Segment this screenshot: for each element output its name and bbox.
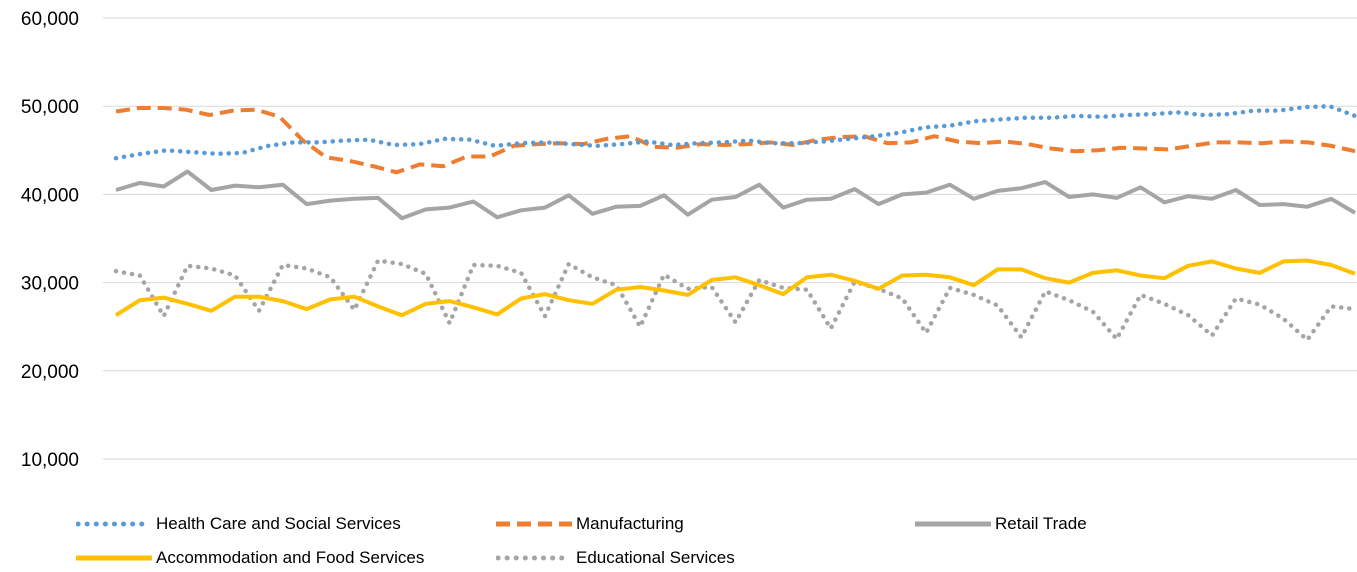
y-tick-label: 30,000 — [21, 274, 79, 295]
y-tick-label: 40,000 — [21, 185, 79, 206]
y-axis-tick-labels: 10,000 20,000 30,000 40,000 50,000 60,000 — [21, 9, 79, 471]
legend-label-educational: Educational Services — [576, 548, 735, 567]
series-line-health-care-and-social-services — [113, 103, 1357, 161]
series-line-retail-trade — [115, 169, 1357, 221]
legend-item-health-care: Health Care and Social Services — [76, 512, 401, 536]
legend-label-retail-trade: Retail Trade — [995, 514, 1087, 533]
legend-swatch-manufacturing — [496, 521, 572, 527]
legend-swatch-accommodation — [76, 555, 152, 561]
legend-swatch-health-care — [76, 521, 152, 527]
legend-swatch-educational — [496, 555, 572, 561]
series-line-educational-services — [113, 258, 1357, 343]
line-chart: 10,000 20,000 30,000 40,000 50,000 60,000 — [21, 9, 1357, 471]
y-tick-label: 20,000 — [21, 362, 79, 383]
legend-item-accommodation: Accommodation and Food Services — [76, 546, 424, 570]
gridlines — [103, 17, 1357, 460]
series-line-manufacturing — [115, 106, 1356, 175]
legend-item-retail-trade: Retail Trade — [915, 512, 1087, 536]
legend-item-educational: Educational Services — [496, 546, 735, 570]
y-tick-label: 10,000 — [21, 450, 79, 471]
legend-label-manufacturing: Manufacturing — [576, 514, 684, 533]
legend-item-manufacturing: Manufacturing — [496, 512, 684, 536]
legend-swatch-retail-trade — [915, 521, 991, 527]
y-tick-label: 60,000 — [21, 9, 79, 30]
y-tick-label: 50,000 — [21, 97, 79, 118]
legend-label-accommodation: Accommodation and Food Services — [156, 548, 425, 567]
series-line-accommodation-and-food-services — [114, 258, 1356, 318]
series-lines — [113, 103, 1357, 343]
legend-label-health-care: Health Care and Social Services — [156, 514, 401, 533]
